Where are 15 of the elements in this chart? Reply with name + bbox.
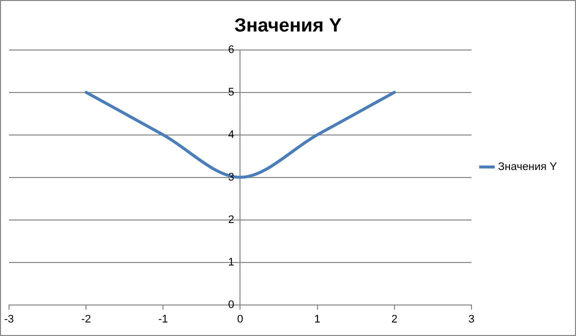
chart-title: Значения Y [234, 16, 342, 37]
x-tick-label: 2 [391, 313, 398, 326]
y-tick-label: 5 [228, 86, 234, 98]
y-tick-label: 4 [228, 128, 234, 141]
y-tick-label: 0 [228, 298, 234, 311]
y-tick-label: 1 [228, 256, 234, 268]
x-tick-label: 1 [314, 313, 320, 326]
x-tick-label: -2 [81, 313, 91, 326]
y-tick-label: 2 [228, 214, 234, 226]
x-tick-label: 3 [468, 313, 475, 326]
legend-label: Значения Y [498, 161, 558, 174]
y-tick-label: 6 [228, 44, 234, 56]
x-tick-label: 0 [237, 313, 244, 326]
x-tick-label: -1 [158, 313, 168, 326]
x-tick-label: -3 [4, 313, 14, 326]
